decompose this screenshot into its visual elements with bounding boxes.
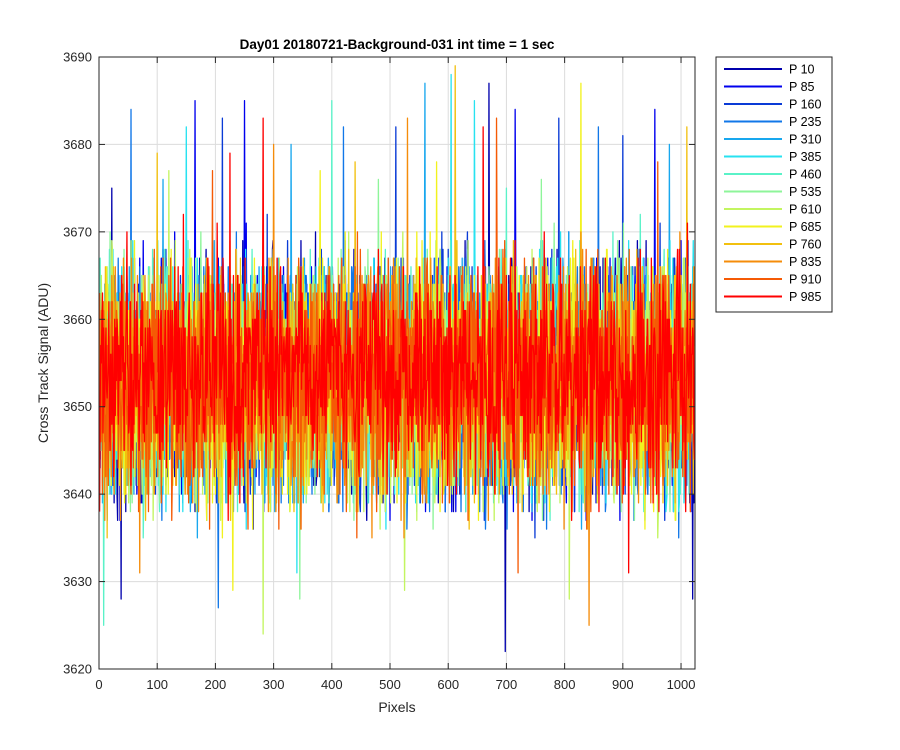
x-axis-label: Pixels bbox=[378, 699, 415, 715]
y-tick-label: 3690 bbox=[63, 50, 92, 65]
legend-label: P 910 bbox=[789, 273, 821, 287]
legend-entry: P 310 bbox=[724, 133, 821, 147]
y-tick-label: 3660 bbox=[63, 312, 92, 327]
legend-label: P 835 bbox=[789, 255, 821, 269]
legend-entry: P 385 bbox=[724, 150, 821, 164]
x-tick-label: 300 bbox=[263, 677, 285, 692]
y-tick-label: 3640 bbox=[63, 487, 92, 502]
y-tick-label: 3650 bbox=[63, 399, 92, 414]
legend-entry: P 610 bbox=[724, 203, 821, 217]
legend-entry: P 235 bbox=[724, 115, 821, 129]
x-tick-label: 900 bbox=[612, 677, 634, 692]
x-tick-label: 400 bbox=[321, 677, 343, 692]
x-tick-label: 500 bbox=[379, 677, 401, 692]
legend-entry: P 10 bbox=[724, 63, 815, 77]
legend-label: P 10 bbox=[789, 63, 815, 77]
legend-label: P 385 bbox=[789, 150, 821, 164]
x-tick-label: 800 bbox=[554, 677, 576, 692]
x-tick-label: 1000 bbox=[667, 677, 696, 692]
legend-entry: P 985 bbox=[724, 290, 821, 304]
legend-entry: P 910 bbox=[724, 273, 821, 287]
legend-entry: P 460 bbox=[724, 168, 821, 182]
legend-box bbox=[715, 56, 833, 313]
ticks: 0 100 200 300 400 500 600 700 800 900 1000 3620 3630… bbox=[63, 50, 695, 693]
x-tick-label: 600 bbox=[437, 677, 459, 692]
chart-title: Day01 20180721-Background-031 int time =… bbox=[240, 37, 555, 52]
x-tick-label: 700 bbox=[496, 677, 518, 692]
legend-label: P 235 bbox=[789, 115, 821, 129]
series-group bbox=[99, 65, 695, 653]
legend-label: P 685 bbox=[789, 220, 821, 234]
legend-entry: P 160 bbox=[724, 98, 821, 112]
legend-entry: P 535 bbox=[724, 185, 821, 199]
y-tick-label: 3630 bbox=[63, 574, 92, 589]
y-axis-label: Cross Track Signal (ADU) bbox=[35, 283, 51, 443]
legend-entry: P 835 bbox=[724, 255, 821, 269]
plot-frame bbox=[98, 56, 696, 670]
legend-entry: P 760 bbox=[724, 238, 821, 252]
legend-label: P 85 bbox=[789, 80, 815, 94]
legend-label: P 460 bbox=[789, 168, 821, 182]
y-tick-label: 3620 bbox=[63, 662, 92, 677]
legend-label: P 160 bbox=[789, 98, 821, 112]
legend-label: P 985 bbox=[789, 290, 821, 304]
legend-entry: P 685 bbox=[724, 220, 821, 234]
x-tick-label: 200 bbox=[205, 677, 227, 692]
legend-label: P 535 bbox=[789, 185, 821, 199]
y-tick-label: 3680 bbox=[63, 137, 92, 152]
legend-label: P 760 bbox=[789, 238, 821, 252]
x-tick-label: 0 bbox=[95, 677, 102, 692]
legend: P 10 P 85 P 160 P 235 P 310 P 385 P 460 P 535 P … bbox=[715, 56, 833, 313]
y-tick-label: 3670 bbox=[63, 224, 92, 239]
legend-label: P 310 bbox=[789, 133, 821, 147]
legend-entry: P 85 bbox=[724, 80, 815, 94]
legend-label: P 610 bbox=[789, 203, 821, 217]
series-line-p985 bbox=[99, 117, 695, 574]
x-tick-label: 100 bbox=[146, 677, 168, 692]
